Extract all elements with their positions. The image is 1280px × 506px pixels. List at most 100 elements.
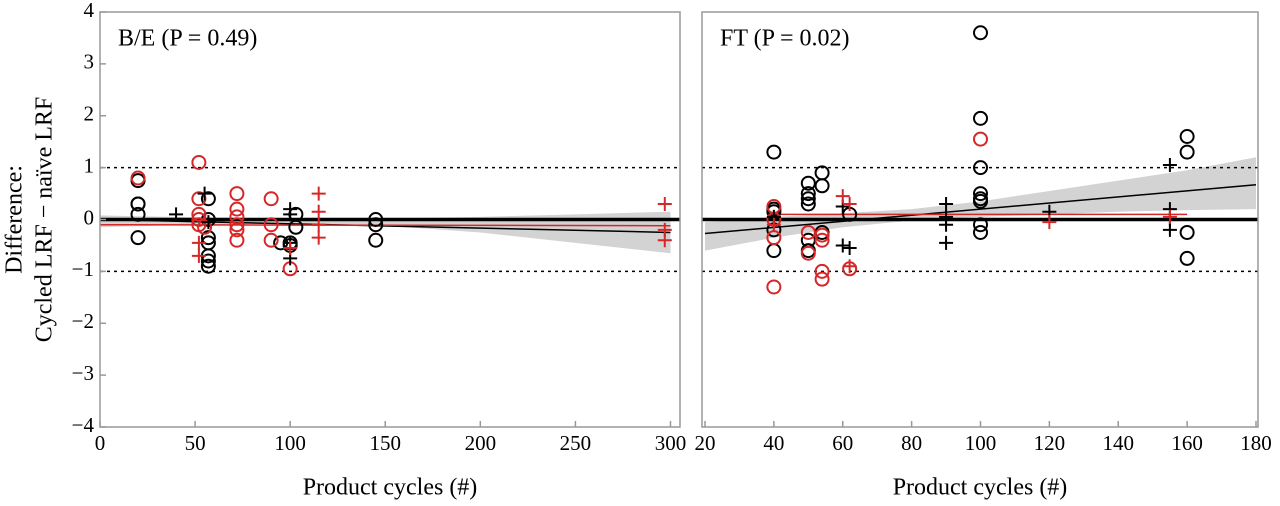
point xyxy=(191,248,206,263)
point xyxy=(197,219,213,235)
y-tick-label: −3 xyxy=(72,361,94,385)
point xyxy=(939,217,954,232)
fit-line xyxy=(100,218,671,234)
x-tick-label: 300 xyxy=(655,431,687,455)
point xyxy=(1179,250,1195,266)
x-tick-label: 120 xyxy=(1034,431,1066,455)
point xyxy=(835,189,850,204)
point xyxy=(229,186,245,202)
y-tick-label: 3 xyxy=(84,50,95,74)
point xyxy=(939,196,954,211)
x-axis-label: Product cycles (#) xyxy=(303,475,478,501)
point xyxy=(130,206,146,222)
x-tick-label: 50 xyxy=(185,431,206,455)
point xyxy=(800,245,816,261)
point xyxy=(191,154,207,170)
point xyxy=(311,186,326,201)
panel: 0 50 100 150 200 250 300 −4 −3 −2 −1 0 1 2 3 4 B/E (P = … xyxy=(2,0,687,501)
y-axis-label: Difference: xyxy=(2,165,28,274)
point xyxy=(814,232,830,248)
point xyxy=(766,243,782,259)
point xyxy=(842,259,857,274)
point xyxy=(263,191,279,207)
point xyxy=(657,233,672,248)
y-tick-label: 2 xyxy=(84,102,95,126)
plot-area xyxy=(100,154,680,277)
point xyxy=(1179,129,1195,144)
point xyxy=(169,207,184,222)
x-tick-label: 140 xyxy=(1103,431,1135,455)
point xyxy=(191,206,207,222)
point xyxy=(800,186,816,202)
point xyxy=(800,191,816,207)
point xyxy=(842,196,857,211)
fit-line xyxy=(100,223,671,227)
point xyxy=(1162,222,1177,237)
y-tick-label: −1 xyxy=(72,257,94,281)
panel: 20 40 60 80 100 120 140 160 180 FT (P = 0.02) Prod… xyxy=(695,11,1272,501)
plot-area xyxy=(702,25,1258,295)
x-tick-label: 60 xyxy=(832,431,853,455)
point xyxy=(201,215,216,230)
y-tick-label: 4 xyxy=(84,0,95,22)
x-tick-label: 150 xyxy=(369,431,401,455)
confidence-band xyxy=(705,157,1256,251)
point xyxy=(1179,144,1195,160)
x-tick-label: 20 xyxy=(695,431,716,455)
point xyxy=(973,193,988,209)
point xyxy=(814,263,830,279)
point xyxy=(368,212,384,227)
point xyxy=(800,196,816,212)
point xyxy=(814,271,830,287)
point xyxy=(200,191,216,207)
point xyxy=(800,224,816,240)
point xyxy=(1042,215,1057,230)
point xyxy=(973,186,988,202)
point xyxy=(973,160,988,176)
x-tick-label: 200 xyxy=(465,431,497,455)
point xyxy=(130,196,146,212)
y-tick-label: 1 xyxy=(84,153,95,177)
x-tick-label: 250 xyxy=(560,431,592,455)
point xyxy=(973,224,988,240)
point xyxy=(800,175,816,191)
point xyxy=(973,217,988,233)
point xyxy=(835,238,850,253)
point xyxy=(200,230,216,246)
point xyxy=(229,222,245,238)
point xyxy=(263,217,279,233)
point xyxy=(1162,158,1177,173)
point xyxy=(1162,209,1177,224)
x-tick-label: 40 xyxy=(763,431,784,455)
point xyxy=(766,144,782,160)
point xyxy=(973,110,988,126)
point xyxy=(229,201,245,217)
point xyxy=(311,217,326,232)
point xyxy=(939,235,954,250)
fit-line xyxy=(704,183,1257,235)
point xyxy=(130,230,146,246)
x-tick-label: 0 xyxy=(95,431,106,455)
point xyxy=(311,230,326,245)
point xyxy=(263,232,279,248)
point xyxy=(130,170,146,186)
y-axis-label: Cycled LRF − naïve LRF xyxy=(32,97,58,343)
point xyxy=(200,253,216,269)
point xyxy=(288,219,304,235)
point xyxy=(657,196,672,211)
point xyxy=(368,232,384,248)
panel-title: B/E (P = 0.49) xyxy=(118,26,257,52)
point xyxy=(973,131,988,147)
point xyxy=(766,217,781,232)
point xyxy=(973,25,988,41)
point xyxy=(191,235,206,250)
point xyxy=(200,258,216,274)
point xyxy=(766,279,782,295)
point xyxy=(197,186,212,201)
y-tick-label: −4 xyxy=(72,413,95,437)
y-tick-label: −2 xyxy=(72,309,94,333)
point xyxy=(283,241,298,256)
x-tick-label: 100 xyxy=(274,431,306,455)
point xyxy=(311,204,326,219)
